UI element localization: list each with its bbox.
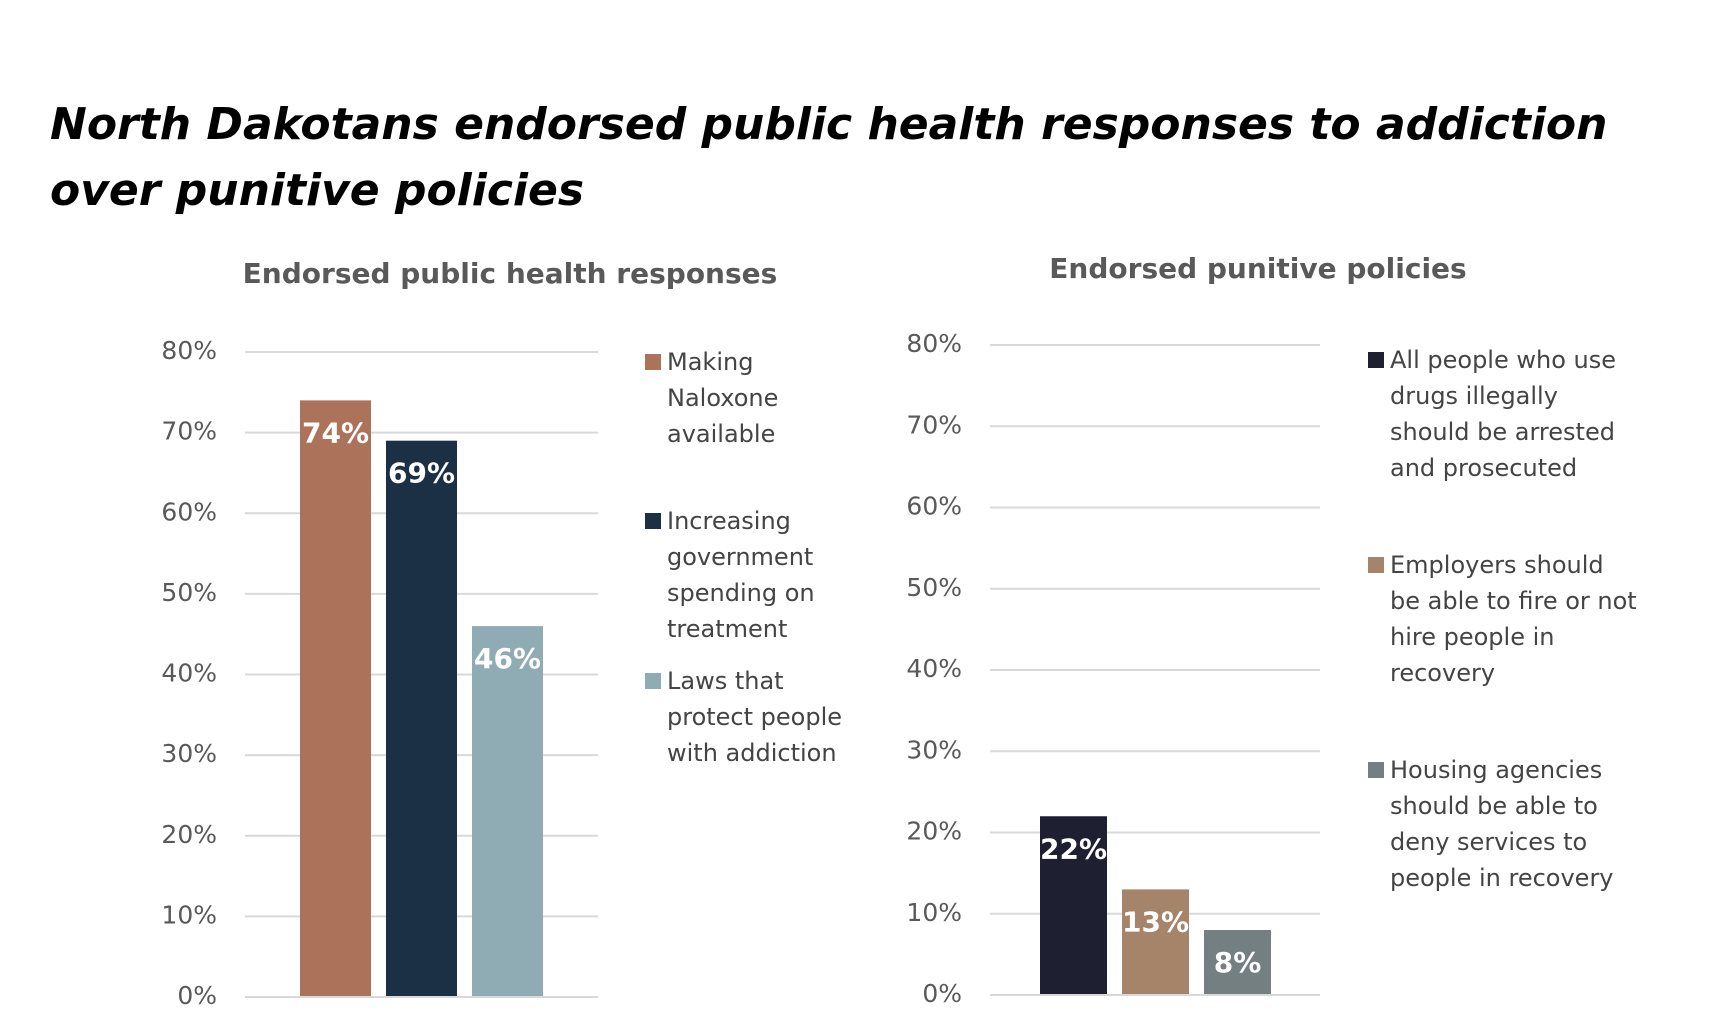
y-tick-label: 30% bbox=[161, 739, 217, 768]
legend-item: Laws that protect people with addiction bbox=[645, 663, 867, 771]
y-tick-label: 60% bbox=[161, 497, 217, 526]
chart-title: Endorsed punitive policies bbox=[1049, 252, 1466, 285]
bar bbox=[386, 440, 457, 997]
legend-swatch bbox=[1368, 762, 1384, 778]
y-tick-label: 80% bbox=[161, 336, 217, 365]
y-tick-label: 60% bbox=[906, 492, 962, 521]
legend-label: Housing agencies should be able to deny … bbox=[1390, 756, 1614, 892]
y-tick-label: 50% bbox=[906, 573, 962, 602]
y-tick-label: 70% bbox=[161, 417, 217, 446]
y-tick-label: 50% bbox=[161, 578, 217, 607]
legend-label: All people who use drugs illegally shoul… bbox=[1390, 346, 1616, 482]
legend-item: All people who use drugs illegally shoul… bbox=[1368, 342, 1640, 486]
legend-label: Employers should be able to fire or not … bbox=[1390, 551, 1637, 687]
legend-label: Making Naloxone available bbox=[667, 348, 779, 448]
value-label: 46% bbox=[474, 642, 541, 675]
page-title: North Dakotans endorsed public health re… bbox=[50, 99, 1608, 216]
legend-swatch bbox=[1368, 352, 1384, 368]
y-tick-label: 70% bbox=[906, 410, 962, 439]
legend-swatch bbox=[645, 673, 661, 689]
value-label: 69% bbox=[388, 457, 455, 490]
y-tick-label: 20% bbox=[161, 820, 217, 849]
y-tick-label: 40% bbox=[161, 659, 217, 688]
legend-item: Housing agencies should be able to deny … bbox=[1368, 752, 1640, 896]
y-tick-label: 10% bbox=[906, 898, 962, 927]
legend-swatch bbox=[1368, 557, 1384, 573]
legend-item: Employers should be able to fire or not … bbox=[1368, 547, 1640, 691]
bar bbox=[472, 626, 543, 997]
y-tick-label: 20% bbox=[906, 817, 962, 846]
bar bbox=[300, 400, 371, 997]
value-label: 74% bbox=[302, 416, 369, 449]
y-tick-label: 0% bbox=[922, 979, 962, 1008]
legend-item: Making Naloxone available bbox=[645, 344, 867, 452]
y-tick-label: 80% bbox=[906, 329, 962, 358]
value-label: 22% bbox=[1040, 832, 1107, 865]
chart-title: Endorsed public health responses bbox=[243, 257, 778, 290]
value-label: 13% bbox=[1122, 905, 1189, 938]
bar bbox=[1040, 816, 1107, 995]
y-tick-label: 10% bbox=[161, 900, 217, 929]
legend-swatch bbox=[645, 354, 661, 370]
bar bbox=[1204, 930, 1271, 995]
legend-label: Laws that protect people with addiction bbox=[667, 667, 843, 767]
legend-label: Increasing government spending on treatm… bbox=[667, 507, 815, 643]
bar bbox=[1122, 889, 1189, 995]
y-tick-label: 40% bbox=[906, 654, 962, 683]
y-tick-label: 0% bbox=[177, 981, 217, 1010]
value-label: 8% bbox=[1214, 946, 1262, 979]
y-tick-label: 30% bbox=[906, 735, 962, 764]
legend-item: Increasing government spending on treatm… bbox=[645, 503, 867, 647]
legend-swatch bbox=[645, 513, 661, 529]
